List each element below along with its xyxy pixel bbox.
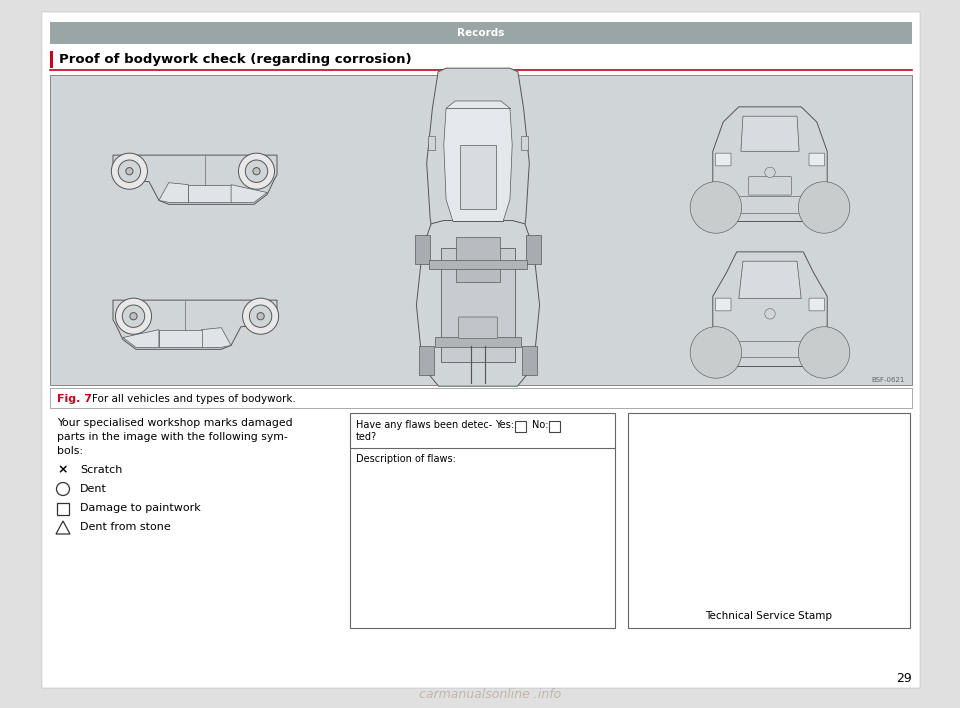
Text: Technical Service Stamp: Technical Service Stamp xyxy=(706,611,832,621)
Text: Proof of bodywork check (regarding corrosion): Proof of bodywork check (regarding corro… xyxy=(59,54,412,67)
Text: ×: × xyxy=(58,464,68,476)
Bar xyxy=(50,75,912,385)
Bar xyxy=(628,413,910,628)
Polygon shape xyxy=(231,185,267,202)
Circle shape xyxy=(111,153,148,189)
FancyBboxPatch shape xyxy=(715,153,731,166)
Bar xyxy=(429,260,527,269)
Polygon shape xyxy=(56,521,70,534)
Bar xyxy=(50,388,912,408)
FancyBboxPatch shape xyxy=(809,298,825,311)
Bar xyxy=(460,144,496,209)
Circle shape xyxy=(690,182,742,233)
Polygon shape xyxy=(113,300,277,349)
Bar xyxy=(456,236,500,282)
Circle shape xyxy=(765,167,776,178)
FancyBboxPatch shape xyxy=(749,176,791,195)
Text: Dent from stone: Dent from stone xyxy=(80,522,171,532)
Text: No:: No: xyxy=(532,420,548,430)
Polygon shape xyxy=(417,221,540,386)
Text: parts in the image with the following sym-: parts in the image with the following sy… xyxy=(57,432,288,442)
Bar xyxy=(50,51,53,68)
Polygon shape xyxy=(739,261,802,299)
Text: Have any flaws been detec-: Have any flaws been detec- xyxy=(356,420,492,430)
Text: bols:: bols: xyxy=(57,446,83,456)
Polygon shape xyxy=(159,183,188,202)
Circle shape xyxy=(115,298,152,334)
Polygon shape xyxy=(159,330,202,348)
Text: Dent: Dent xyxy=(80,484,107,494)
Text: For all vehicles and types of bodywork.: For all vehicles and types of bodywork. xyxy=(92,394,296,404)
Circle shape xyxy=(246,160,268,183)
Text: Scratch: Scratch xyxy=(80,465,122,475)
Bar xyxy=(435,338,521,347)
Bar xyxy=(515,421,526,432)
Bar xyxy=(731,341,809,357)
Circle shape xyxy=(252,168,260,175)
Bar xyxy=(415,235,430,264)
Circle shape xyxy=(122,305,145,327)
Bar xyxy=(57,503,69,515)
Circle shape xyxy=(243,298,278,334)
Bar xyxy=(526,235,540,264)
Bar xyxy=(549,421,560,432)
Polygon shape xyxy=(123,330,159,348)
Circle shape xyxy=(799,326,850,378)
Circle shape xyxy=(765,309,776,319)
Circle shape xyxy=(257,313,264,320)
Bar xyxy=(727,195,814,213)
Bar xyxy=(428,136,435,150)
FancyBboxPatch shape xyxy=(809,153,825,166)
Circle shape xyxy=(799,182,850,233)
Bar xyxy=(522,346,538,375)
Circle shape xyxy=(57,482,69,496)
Bar xyxy=(419,346,434,375)
Bar xyxy=(50,22,912,44)
Text: ted?: ted? xyxy=(356,432,377,442)
Circle shape xyxy=(130,313,137,320)
FancyBboxPatch shape xyxy=(715,298,731,311)
Text: BSF-0621: BSF-0621 xyxy=(872,377,905,383)
Text: 29: 29 xyxy=(897,671,912,685)
Polygon shape xyxy=(426,68,529,254)
Circle shape xyxy=(118,160,140,183)
Text: Records: Records xyxy=(457,28,505,38)
Circle shape xyxy=(250,305,272,327)
Bar xyxy=(521,136,528,150)
Polygon shape xyxy=(444,101,513,222)
Bar xyxy=(350,413,615,628)
Polygon shape xyxy=(741,116,799,152)
Circle shape xyxy=(690,326,742,378)
Circle shape xyxy=(238,153,275,189)
Text: Damage to paintwork: Damage to paintwork xyxy=(80,503,201,513)
Bar xyxy=(441,249,515,362)
Polygon shape xyxy=(113,155,277,205)
Polygon shape xyxy=(188,185,231,202)
Circle shape xyxy=(126,168,133,175)
Text: Yes:: Yes: xyxy=(495,420,514,430)
Polygon shape xyxy=(712,252,828,367)
Text: carmanualsonline .info: carmanualsonline .info xyxy=(419,688,562,702)
Text: Your specialised workshop marks damaged: Your specialised workshop marks damaged xyxy=(57,418,293,428)
Text: Description of flaws:: Description of flaws: xyxy=(356,454,456,464)
Polygon shape xyxy=(712,107,828,222)
FancyBboxPatch shape xyxy=(459,317,497,338)
Polygon shape xyxy=(202,328,231,348)
Text: Fig. 7: Fig. 7 xyxy=(57,394,92,404)
